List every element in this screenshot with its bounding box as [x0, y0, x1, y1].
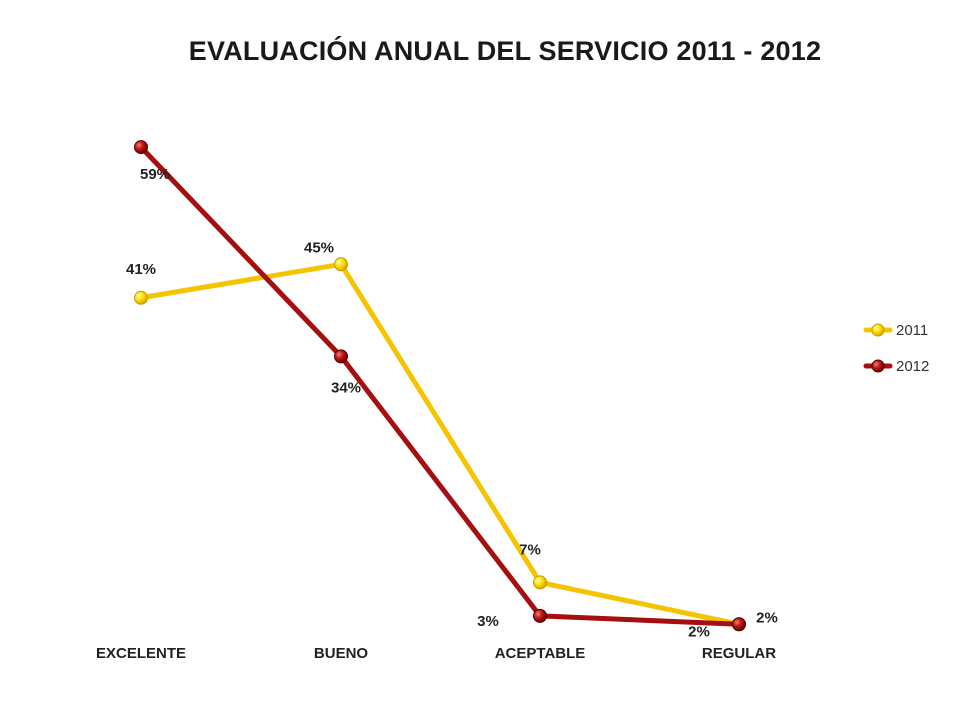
data-point-2012-aceptable[interactable] — [533, 608, 547, 623]
data-label-2011-aceptable: 7% — [519, 541, 541, 558]
data-label-2012-aceptable: 3% — [477, 613, 499, 630]
legend-label-2012[interactable]: 2012 — [896, 358, 929, 375]
data-point-2011-excelente[interactable] — [134, 290, 148, 305]
x-tick-label-excelente: EXCELENTE — [96, 645, 186, 662]
x-tick-label-bueno: BUENO — [314, 645, 369, 662]
legend-swatch-marker-2012 — [871, 359, 885, 373]
data-label-2012-excelente: 59% — [140, 166, 170, 183]
data-label-2011-regular: 2% — [688, 623, 710, 640]
data-point-2012-bueno[interactable] — [334, 349, 348, 364]
x-tick-label-regular: REGULAR — [702, 645, 776, 662]
data-label-2012-regular: 2% — [756, 609, 778, 626]
series-line-2011 — [138, 261, 742, 627]
data-label-2011-excelente: 41% — [126, 261, 156, 278]
data-label-2012-bueno: 34% — [331, 379, 361, 396]
data-point-2012-regular[interactable] — [732, 617, 746, 632]
x-tick-label-aceptable: ACEPTABLE — [495, 645, 586, 662]
data-point-2011-aceptable[interactable] — [533, 575, 547, 590]
legend-swatch-marker-2011 — [871, 323, 885, 337]
chart-title: EVALUACIÓN ANUAL DEL SERVICIO 2011 - 201… — [188, 36, 822, 66]
series-line-2012 — [138, 144, 742, 627]
data-point-2011-bueno[interactable] — [334, 257, 348, 272]
data-point-2012-excelente[interactable] — [134, 140, 148, 155]
legend-label-2011[interactable]: 2011 — [896, 322, 928, 339]
data-label-2011-bueno: 45% — [304, 239, 334, 256]
